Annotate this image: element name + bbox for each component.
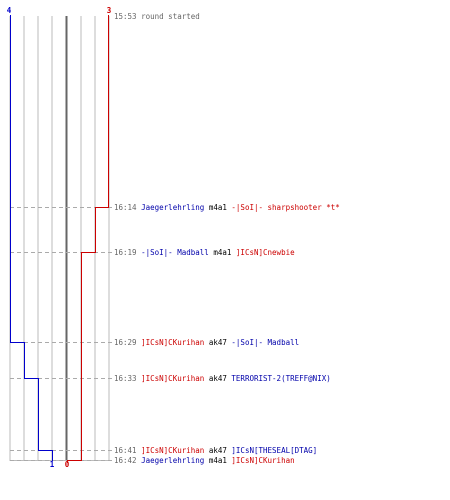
event-killer: ]ICsN]CKurihan	[141, 446, 205, 455]
event-killer: ]ICsN]CKurihan	[141, 374, 205, 383]
red-end-score: 0	[65, 460, 70, 469]
event-victim: -|SoI|- sharpshooter *t*	[231, 203, 340, 212]
event-killer: ]ICsN]CKurihan	[141, 338, 205, 347]
event-row: 16:33 ]ICsN]CKurihan ak47 TERRORIST-2(TR…	[114, 374, 331, 383]
event-time: 16:29	[114, 338, 137, 347]
event-killer: Jaegerlehrling	[141, 203, 205, 212]
event-weapon: ak47	[208, 446, 227, 455]
event-row: 16:14 Jaegerlehrling m4a1 -|SoI|- sharps…	[114, 203, 340, 212]
event-time: 16:19	[114, 248, 137, 257]
event-killer: -|SoI|- Madball	[141, 248, 209, 257]
event-time: 16:14	[114, 203, 137, 212]
event-victim: ]ICsN]Cnewbie	[235, 248, 295, 257]
event-time: 15:53	[114, 12, 137, 21]
event-weapon: ak47	[208, 338, 227, 347]
event-weapon: m4a1	[213, 248, 232, 257]
event-row: 16:41 ]ICsN]CKurihan ak47 ]ICsN[THESEAL[…	[114, 446, 317, 455]
red-start-score: 3	[107, 6, 112, 15]
event-weapon: m4a1	[208, 203, 227, 212]
event-weapon: m4a1	[208, 456, 227, 465]
event-row: 15:53 round started	[114, 12, 200, 21]
event-victim: ]ICsN[THESEAL[DTAG]	[231, 446, 318, 455]
event-row: 16:42 Jaegerlehrling m4a1 ]ICsN]CKurihan	[114, 456, 295, 465]
event-time: 16:41	[114, 446, 137, 455]
event-weapon: ak47	[208, 374, 227, 383]
blue-team-line	[10, 15, 53, 461]
blue-start-score: 4	[7, 6, 12, 15]
event-killer: Jaegerlehrling	[141, 456, 205, 465]
event-time: 16:42	[114, 456, 137, 465]
event-victim: -|SoI|- Madball	[231, 338, 300, 347]
event-row: 16:19 -|SoI|- Madball m4a1 ]ICsN]Cnewbie	[114, 248, 295, 257]
event-note: round started	[141, 12, 200, 21]
event-victim: ]ICsN]CKurihan	[231, 456, 295, 465]
red-team-line	[67, 15, 109, 463]
event-row: 16:29 ]ICsN]CKurihan ak47 -|SoI|- Madbal…	[114, 338, 299, 347]
blue-end-score: 1	[50, 460, 55, 469]
team-step-lines	[10, 15, 109, 463]
event-victim: TERRORIST-2(TREFF@NIX)	[231, 374, 331, 383]
event-time: 16:33	[114, 374, 137, 383]
